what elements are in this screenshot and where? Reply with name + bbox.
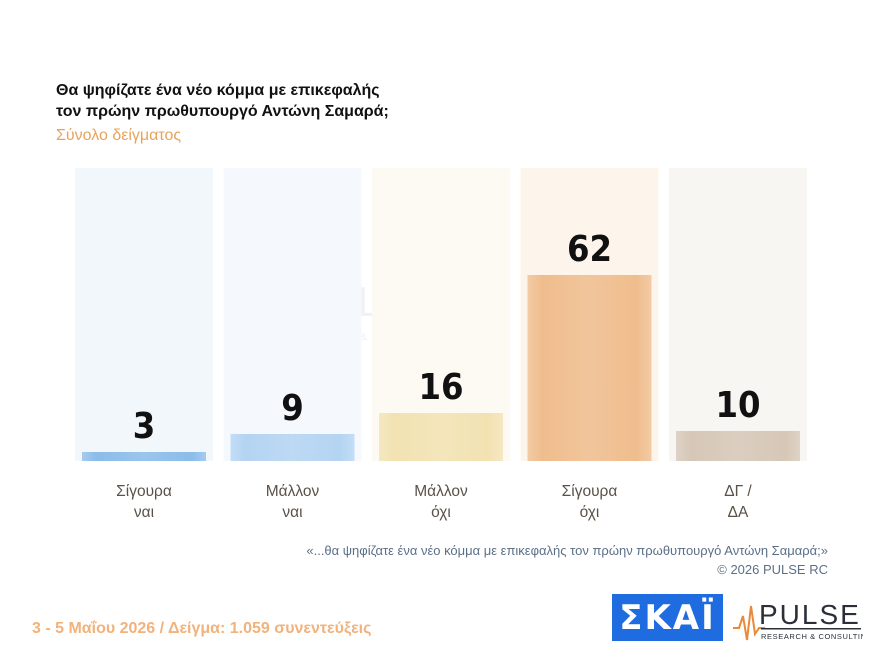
- watermark-tagline: RESEARCH & CONSULTING: [293, 332, 447, 343]
- bar-background-1: [75, 168, 213, 461]
- bar-background-5: [669, 168, 807, 461]
- category-label-3-line-2: όχι: [431, 504, 451, 521]
- bar-1: [82, 452, 206, 461]
- pulse-logo-text: PULSE: [759, 599, 861, 630]
- pulse-logo: PULSE RESEARCH & CONSULTING: [733, 599, 863, 641]
- chart-title: Θα ψηφίζατε ένα νέο κόμμα με επικεφαλής …: [56, 80, 476, 122]
- survey-dates-and-sample: 3 - 5 Μαΐου 2026 / Δείγμα: 1.059 συνεντε…: [32, 620, 372, 637]
- category-label-4-line-2: όχι: [580, 504, 600, 521]
- data-label-3: 16: [418, 367, 463, 408]
- data-label-1: 3: [133, 406, 156, 447]
- category-label-5-line-2: ΔΑ: [728, 504, 749, 521]
- footnote: «...θα ψηφίζατε ένα νέο κόμμα με επικεφα…: [306, 541, 828, 579]
- chart-title-line-1: Θα ψηφίζατε ένα νέο κόμμα με επικεφαλής: [56, 82, 380, 99]
- category-label-2-line-2: ναι: [282, 504, 302, 521]
- bar-background-2: [223, 168, 362, 461]
- category-label-5-line-1: ΔΓ /: [724, 483, 752, 500]
- heartbeat-line-icon: [733, 605, 765, 641]
- data-label-4: 62: [567, 229, 612, 270]
- pulse-logo-tagline: RESEARCH & CONSULTING: [761, 632, 863, 641]
- chart-title-line-2: τον πρώην πρωθυπουργό Αντώνη Σαμαρά;: [56, 103, 389, 120]
- bar-5: [676, 431, 800, 461]
- bar-4: [527, 275, 652, 461]
- footnote-copyright: © 2026 PULSE RC: [717, 562, 828, 577]
- category-label-4-line-1: Σίγουρα: [562, 483, 618, 500]
- bar-background-3: [372, 168, 510, 461]
- skai-logo: ΣΚΑΪ: [612, 594, 723, 641]
- data-label-5: 10: [715, 385, 760, 426]
- category-label-1-line-2: ναι: [134, 504, 154, 521]
- bar-2: [230, 434, 355, 461]
- chart-subtitle: Σύνολο δείγματος: [56, 127, 182, 144]
- data-label-2: 9: [281, 388, 304, 429]
- bar-3: [379, 413, 503, 461]
- bar-chart: 3 Σίγουρα ναι 9 Μάλλον ναι 16 Μάλλον όχι 62 Σίγουρ…: [75, 168, 807, 521]
- category-label-1-line-1: Σίγουρα: [116, 483, 172, 500]
- category-label-2-line-1: Μάλλον: [266, 483, 320, 500]
- footnote-question: «...θα ψηφίζατε ένα νέο κόμμα με επικεφα…: [306, 543, 828, 558]
- pulse-logo-underline: [761, 628, 861, 630]
- category-label-3-line-1: Μάλλον: [414, 483, 468, 500]
